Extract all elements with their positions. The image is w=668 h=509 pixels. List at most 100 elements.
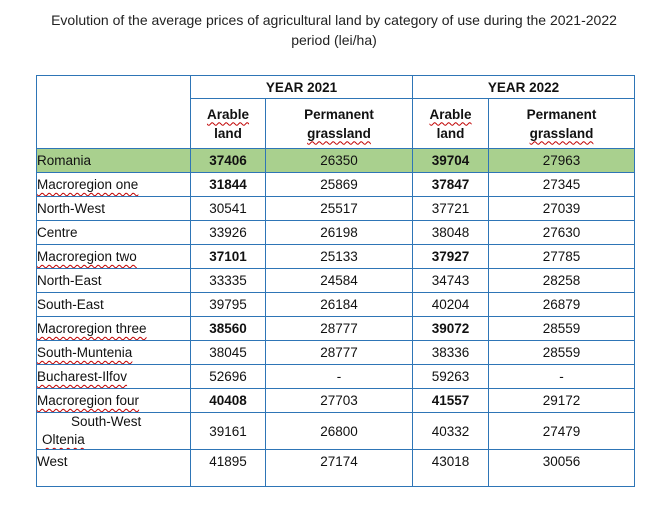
table-row: Macroregion three 38560 28777 39072 2855…	[36, 316, 636, 341]
arable-2021-cell: 31844	[190, 172, 266, 197]
grassland-2021-cell: -	[264, 364, 414, 389]
region-label: Macroregion two	[37, 249, 137, 264]
arable-2022-cell: 37721	[412, 196, 490, 221]
year-2022-header: YEAR 2022	[412, 75, 636, 99]
permanent-grassland-2021-header: Permanent grassland	[264, 98, 414, 149]
region-label: Macroregion four	[37, 393, 140, 408]
grassland-2022-cell: 27630	[488, 220, 636, 245]
arable-2021-cell: 37406	[190, 148, 266, 173]
table-row: South-East 39795 26184 40204 26879	[36, 292, 636, 317]
grassland-2021-cell: 28777	[264, 340, 414, 365]
arable-2021-cell: 38560	[190, 316, 266, 341]
region-cell: Macroregion two	[36, 244, 191, 269]
header-line: Permanent	[304, 106, 374, 122]
region-label: Bucharest-Ilfov	[37, 369, 128, 384]
grassland-2021-cell: 28777	[264, 316, 414, 341]
table-row: Macroregion two 37101 25133 37927 27785	[36, 244, 636, 269]
grassland-2022-cell: 29172	[488, 388, 636, 413]
grassland-2022-cell: 28559	[488, 316, 636, 341]
arable-2021-cell: 39795	[190, 292, 266, 317]
arable-2021-cell: 52696	[190, 364, 266, 389]
header-line: grassland	[529, 125, 594, 141]
table-row: Macroregion four 40408 27703 41557 29172	[36, 388, 636, 413]
grassland-2022-cell: 27345	[488, 172, 636, 197]
grassland-2022-cell: 30056	[488, 449, 636, 487]
arable-2022-cell: 38336	[412, 340, 490, 365]
region-cell: Macroregion three	[36, 316, 191, 341]
region-cell: Macroregion one	[36, 172, 191, 197]
region-cell: South-Muntenia	[36, 340, 191, 365]
arable-2022-cell: 38048	[412, 220, 490, 245]
table-row: Centre 33926 26198 38048 27630	[36, 220, 636, 245]
arable-2022-cell: 39072	[412, 316, 490, 341]
header-line: land	[436, 125, 465, 141]
region-cell: South-East	[36, 292, 191, 317]
grassland-2022-cell: 28258	[488, 268, 636, 293]
table-title: Evolution of the average prices of agric…	[51, 12, 617, 48]
grassland-2022-cell: 27785	[488, 244, 636, 269]
table-row: West 41895 27174 43018 30056	[36, 449, 636, 487]
region-cell: Macroregion four	[36, 388, 191, 413]
year-2021-header: YEAR 2021	[189, 75, 414, 99]
header-line: Arable	[206, 106, 250, 122]
grassland-2021-cell: 26198	[264, 220, 414, 245]
grassland-2021-cell: 25517	[264, 196, 414, 221]
grassland-2022-cell: 27963	[488, 148, 636, 173]
region-header-cell	[36, 75, 191, 149]
arable-2021-cell: 37101	[190, 244, 266, 269]
region-cell: South-West Oltenia	[36, 412, 191, 450]
land-price-table: YEAR 2021 YEAR 2022 Arable land Permanen…	[36, 75, 636, 487]
arable-2021-cell: 41895	[190, 449, 266, 487]
arable-land-2021-header: Arable land	[190, 98, 266, 149]
header-row-categories: Arable land Permanent grassland Arable l…	[37, 98, 636, 149]
table-row: North-West 30541 25517 37721 27039	[36, 196, 636, 221]
grassland-2022-cell: 26879	[488, 292, 636, 317]
region-label-line1: South-West	[71, 414, 142, 429]
grassland-2021-cell: 27174	[264, 449, 414, 487]
region-cell: West	[36, 449, 191, 487]
arable-2022-cell: 37847	[412, 172, 490, 197]
region-cell: Centre	[36, 220, 191, 245]
grassland-2022-cell: 28559	[488, 340, 636, 365]
grassland-2021-cell: 25133	[264, 244, 414, 269]
arable-2022-cell: 41557	[412, 388, 490, 413]
permanent-grassland-2022-header: Permanent grassland	[488, 98, 636, 149]
region-label: Macroregion one	[37, 177, 139, 192]
header-line: Arable	[429, 106, 472, 122]
arable-2021-cell: 38045	[190, 340, 266, 365]
arable-land-2022-header: Arable land	[412, 98, 490, 149]
arable-2021-cell: 39161	[190, 412, 266, 450]
grassland-2021-cell: 27703	[264, 388, 414, 413]
region-label: South-Muntenia	[37, 345, 133, 360]
header-line: grassland	[307, 125, 371, 141]
header-line: land	[214, 125, 242, 141]
grassland-2021-cell: 25869	[264, 172, 414, 197]
table-row: South-Muntenia 38045 28777 38336 28559	[36, 340, 636, 365]
arable-2021-cell: 33926	[190, 220, 266, 245]
region-cell: Romania	[36, 148, 191, 173]
table-row: North-East 33335 24584 34743 28258	[36, 268, 636, 293]
arable-2022-cell: 34743	[412, 268, 490, 293]
region-cell: Bucharest-Ilfov	[36, 364, 191, 389]
arable-2022-cell: 59263	[412, 364, 490, 389]
grassland-2022-cell: 27039	[488, 196, 636, 221]
arable-2022-cell: 39704	[412, 148, 490, 173]
grassland-2021-cell: 26350	[264, 148, 414, 173]
table-row: Bucharest-Ilfov 52696 - 59263 -	[36, 364, 636, 389]
grassland-2022-cell: -	[488, 364, 636, 389]
grassland-2021-cell: 26184	[264, 292, 414, 317]
region-cell: North-West	[36, 196, 191, 221]
table-row: Macroregion one 31844 25869 37847 27345	[36, 172, 636, 197]
arable-2021-cell: 40408	[190, 388, 266, 413]
region-label-word: Oltenia	[42, 432, 85, 447]
table-row: South-West Oltenia 39161 26800 40332 274…	[36, 412, 636, 450]
table-row: Romania 37406 26350 39704 27963	[36, 148, 636, 173]
header-row-years: YEAR 2021 YEAR 2022	[36, 75, 636, 149]
header-line: Permanent	[526, 106, 597, 122]
grassland-2022-cell: 27479	[488, 412, 636, 450]
region-label-line2: Oltenia	[38, 431, 190, 449]
arable-2022-cell: 40332	[412, 412, 490, 450]
region-cell: North-East	[36, 268, 191, 293]
arable-2022-cell: 40204	[412, 292, 490, 317]
arable-2022-cell: 43018	[412, 449, 490, 487]
